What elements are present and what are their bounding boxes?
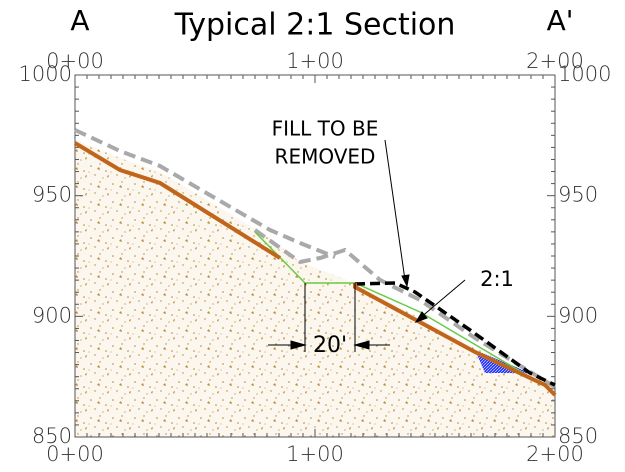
dimension [268,139,466,352]
elevation-label: 900 [32,303,72,327]
fill-note: FILL TO BE [272,117,379,141]
slope-label: 2:1 [480,267,514,291]
elevation-label: 850 [558,424,598,448]
section-label-right: A' [547,4,574,37]
existing-ground-2 [253,228,557,389]
station-label: 0+00 [46,442,104,466]
elevation-label: 1000 [19,62,72,86]
station-label: 0+00 [46,49,104,73]
ground-line [73,141,282,260]
station-label: 1+00 [286,49,344,73]
elevation-label: 950 [32,183,72,207]
elevation-label: 900 [558,303,598,327]
dimension-label: 20' [313,333,347,358]
station-label: 2+00 [526,49,584,73]
section-label-left: A [70,4,89,37]
station-label: 1+00 [286,442,344,466]
fill-note: REMOVED [275,145,376,169]
station-label: 2+00 [526,442,584,466]
soil-fill [75,140,555,437]
black-dashed-fill [354,281,556,387]
title: Typical 2:1 Section [174,8,456,43]
existing-ground [74,128,336,259]
elevation-label: 1000 [558,62,611,86]
elevation-label: 850 [32,424,72,448]
elevation-label: 950 [558,183,598,207]
tick-marks [74,74,556,438]
